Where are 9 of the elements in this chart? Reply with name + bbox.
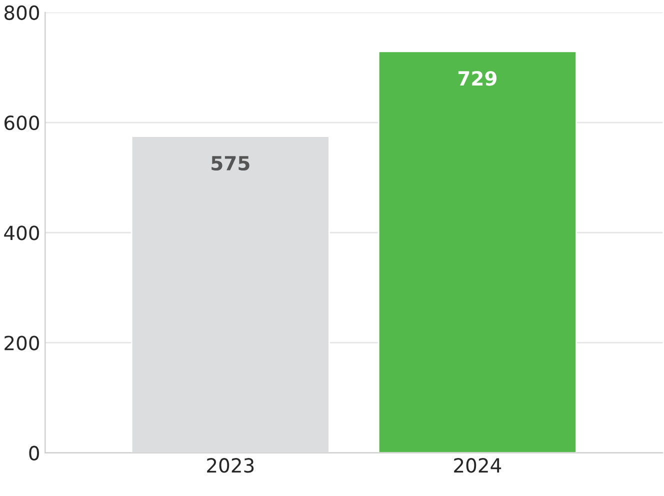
y-tick-label: 800 — [4, 5, 39, 20]
y-tick-label: 200 — [4, 336, 39, 350]
data-label: 729 — [458, 71, 496, 86]
x-tick-label: 2024 — [454, 458, 502, 473]
data-label: 575 — [212, 156, 250, 171]
x-tick-label: 2023 — [207, 458, 254, 473]
y-tick-label: 0 — [29, 446, 39, 461]
y-tick-label: 400 — [4, 226, 39, 240]
y-tick-label: 600 — [4, 115, 39, 130]
